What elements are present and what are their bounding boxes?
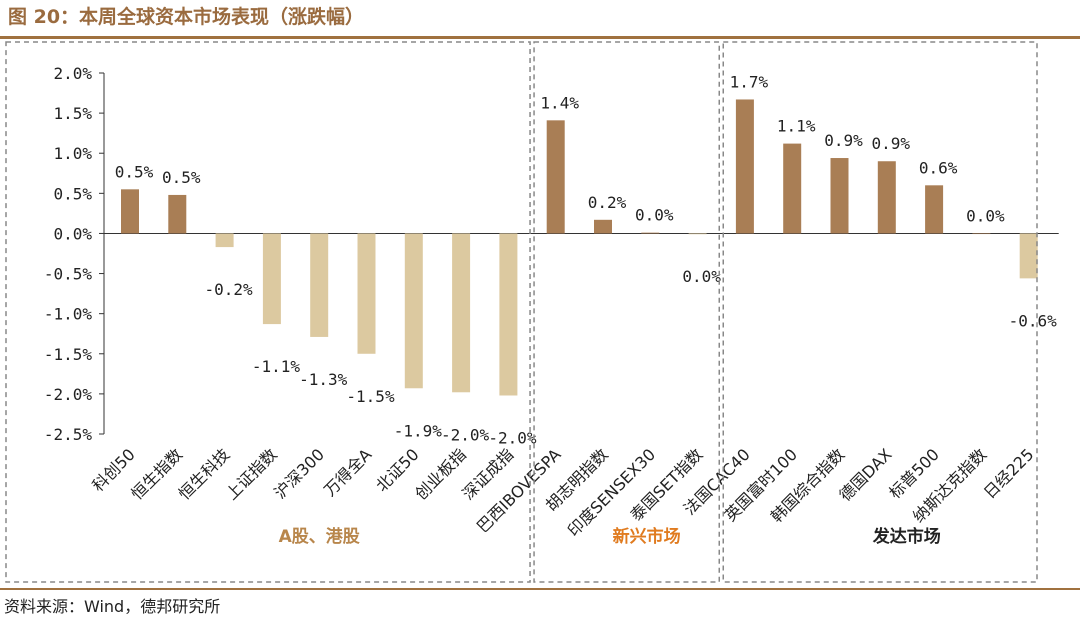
group-box (5, 41, 531, 583)
y-tick-label: 0.5% (53, 184, 92, 203)
data-label: 1.4% (540, 93, 579, 112)
bar (168, 194, 187, 234)
y-tick-label: 1.0% (53, 144, 92, 163)
data-label: -1.3% (299, 370, 348, 389)
data-label: 1.1% (777, 117, 816, 136)
category-labels-layer: 科创50恒生指数恒生科技上证指数沪深300万得全A北证50创业板指深证成指巴西I… (88, 445, 1037, 540)
category-label: 巴西IBOVESPA (473, 445, 565, 537)
category-label: 创业板指 (411, 445, 470, 504)
y-tick-label: -1.0% (44, 305, 93, 324)
category-label: 恒生科技 (175, 445, 234, 504)
data-label: -2.0% (488, 428, 537, 447)
group-label: A股、港股 (279, 526, 360, 547)
axis-layer: 2.0% 1.5% 1.0% 0.5% 0.0% -0.5% -1.0% -1.5% -2.0%… (44, 64, 1059, 444)
data-label: 1.7% (730, 72, 769, 91)
bar (546, 120, 565, 234)
title-rule (0, 36, 1080, 39)
bar (452, 233, 471, 393)
bottom-rule (0, 588, 1080, 590)
y-tick-label: 0.0% (53, 224, 92, 243)
data-label: 0.2% (588, 193, 627, 212)
group-box (533, 41, 720, 583)
bar (594, 219, 612, 234)
data-label: -0.6% (1009, 311, 1058, 330)
group-label: 新兴市场 (613, 526, 681, 547)
bar (121, 189, 139, 234)
bar (310, 233, 329, 337)
bar (357, 233, 376, 354)
bar (925, 185, 944, 234)
bar (215, 233, 234, 248)
data-label: 0.0% (966, 206, 1005, 225)
y-tick-label: -1.5% (44, 345, 93, 364)
group-box (722, 41, 1038, 583)
bar (641, 232, 660, 234)
bar (735, 99, 754, 234)
category-label: 日经225 (980, 445, 1038, 503)
category-label: 沪深300 (270, 445, 328, 503)
group-boxes-layer: A股、港股 新兴市场 发达市场 (5, 41, 1038, 583)
y-tick-label: -2.5% (44, 425, 93, 444)
bar-chart: 2.0% 1.5% 1.0% 0.5% 0.0% -0.5% -1.0% -1.5% -2.0%… (5, 41, 1059, 583)
data-label: -1.9% (394, 421, 443, 440)
y-tick-label: 1.5% (53, 104, 92, 123)
data-label: -1.1% (252, 357, 301, 376)
bars-layer (121, 99, 1038, 396)
data-label: -0.2% (205, 280, 254, 299)
data-label: 0.0% (682, 267, 721, 286)
bar (830, 158, 849, 234)
y-tick-label: 2.0% (53, 64, 92, 83)
category-label: 万得全A (320, 445, 375, 500)
bar (972, 233, 991, 235)
data-label: 0.6% (919, 158, 958, 177)
bar (1019, 233, 1038, 279)
data-label: 0.0% (635, 206, 674, 225)
group-label: 发达市场 (872, 526, 941, 547)
bar (688, 233, 707, 235)
category-label: 恒生指数 (127, 445, 186, 504)
bar (877, 161, 896, 234)
bar (262, 233, 281, 325)
data-label: 0.9% (824, 131, 863, 150)
figure-title: 图 20：本周全球资本市场表现（涨跌幅） (8, 6, 365, 28)
data-label: -2.0% (441, 425, 490, 444)
data-labels-layer: 0.5% 0.5%-0.2%-1.1%-1.3%-1.5%-1.9% -2.0% -2… (115, 72, 1057, 447)
category-label: 上证指数 (222, 445, 281, 504)
data-label: 0.9% (872, 134, 911, 153)
data-label: 0.5% (115, 162, 154, 181)
y-tick-label: -0.5% (44, 265, 93, 284)
bar (499, 233, 518, 396)
category-label: 德国DAX (836, 445, 896, 505)
data-label: 0.5% (162, 168, 201, 187)
source-note: 资料来源：Wind，德邦研究所 (4, 597, 221, 616)
bar (783, 143, 802, 234)
data-label: -1.5% (346, 387, 395, 406)
bar (404, 233, 423, 389)
y-tick-label: -2.0% (44, 385, 93, 404)
